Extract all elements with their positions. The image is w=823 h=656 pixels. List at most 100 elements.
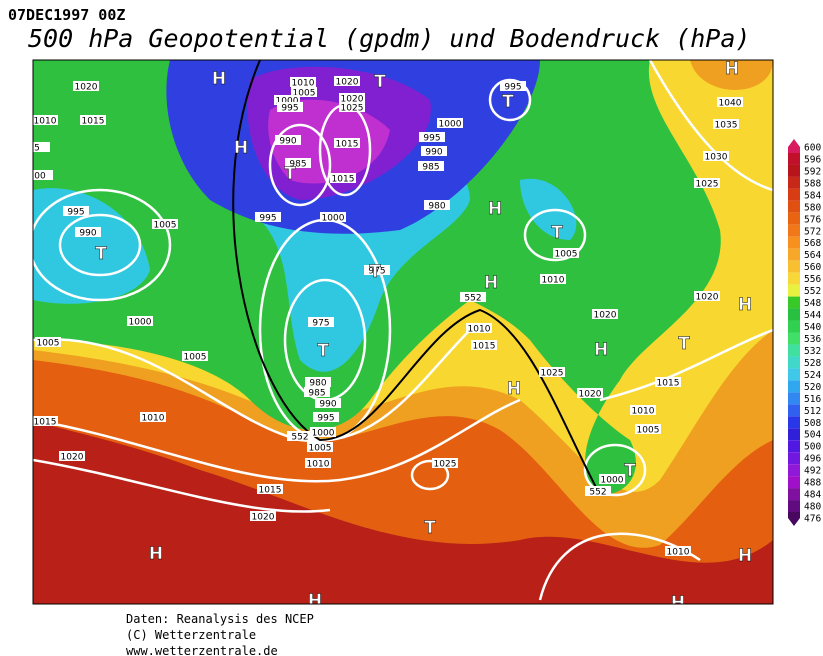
label-pad [305,458,331,468]
isobar-label: 1005 [309,444,332,454]
pressure-center: T [369,262,381,282]
isobar-label: 1015 [473,342,496,352]
label-pad [539,367,565,377]
label-pad [250,511,276,521]
isobar-label: 1005 [555,250,578,260]
isobar-label: 1000 [322,214,345,224]
colorbar-tick-label: 596 [804,154,821,165]
pressure-center: H [738,546,752,566]
colorbar-tick-label: 568 [804,238,821,249]
colorbar-tick-label: 504 [804,430,821,441]
label-pad [290,77,316,87]
colorbar-tick-label: 496 [804,454,821,465]
pressure-center: T [317,341,329,361]
colorbar-tick-label: 540 [804,322,821,333]
colorbar-tick-label: 500 [804,442,821,453]
colorbar-tick-label: 572 [804,226,821,237]
colorbar-tick-label: 516 [804,394,821,405]
pressure-center: T [624,461,636,481]
colorbar-tick-label: 480 [804,502,821,513]
isobar-label: 985 [422,163,439,173]
isobar-label: 1025 [696,180,719,190]
isobar-label: 1010 [632,407,655,417]
pressure-center: H [671,593,685,613]
label-pad [635,424,661,434]
pressure-center: T [284,164,296,184]
color-swatch [788,200,800,213]
color-swatch [788,404,800,417]
color-swatch [788,392,800,405]
color-swatch [788,236,800,249]
label-pad [424,200,450,210]
label-pad [275,135,301,145]
isobar-label: 552 [291,433,308,443]
label-pad [334,138,360,148]
isobar-label: 1010 [307,460,330,470]
color-swatch [788,356,800,369]
pressure-center: H [738,295,752,315]
label-pad [655,377,681,387]
isobar-label: 1000 [276,97,299,107]
isobar-label: 1020 [61,453,84,463]
label-pad [315,398,341,408]
label-pad [73,81,99,91]
pressure-center: H [507,379,521,399]
color-swatch [788,272,800,285]
colorbar-tick-label: 564 [804,250,821,261]
label-pad [630,405,656,415]
isobar-label: 995 [504,83,521,93]
isobar-label: 1020 [341,95,364,105]
pressure-center: H [484,273,498,293]
label-pad [277,102,303,112]
label-pad [33,115,58,125]
label-pad [33,170,53,180]
isobar-label: 1015 [259,486,282,496]
label-pad [304,387,330,397]
isobar-label: 1000 [439,120,462,130]
color-swatch [788,368,800,381]
pressure-center: H [212,69,226,89]
colorbar-tick-label: 588 [804,178,821,189]
pressure-center: H [488,199,502,219]
colorbar-tick-label: 576 [804,214,821,225]
isobar-label: 1010 [34,117,57,127]
isobar-label: 1005 [293,89,316,99]
label-pad [255,212,281,222]
label-pad [285,158,311,168]
color-swatch [788,212,800,225]
label-pad [339,102,365,112]
label-pad [585,486,611,496]
colorbar-tick-label: 580 [804,202,821,213]
colorbar-tick-label: 528 [804,358,821,369]
color-swatch [788,320,800,333]
label-pad [59,451,85,461]
colorbar-tick-label: 544 [804,310,821,321]
isobar-label: 995 [67,208,84,218]
isobar-label: 990 [79,229,96,239]
color-swatch [788,512,800,526]
label-pad [694,291,720,301]
colorbar-tick-label: 592 [804,166,821,177]
pressure-center: T [374,72,386,92]
color-swatch [788,176,800,189]
color-swatch [788,500,800,513]
isobar-label: 1000 [129,318,152,328]
map-frame [32,59,774,605]
color-swatch [788,296,800,309]
colorbar-tick-label: 476 [804,514,821,525]
label-pad [432,458,458,468]
label-pad [291,87,317,97]
color-swatch [788,344,800,357]
isobar-label: 975 [368,267,385,277]
colorbar-tick-label: 520 [804,382,821,393]
isobar-label: 1015 [336,140,359,150]
label-pad [308,317,334,327]
label-pad [437,118,463,128]
credit: (C) Wetterzentrale [126,628,256,642]
label-pad [310,427,336,437]
isobar-label: 990 [425,148,442,158]
colorbar-tick-label: 552 [804,286,821,297]
